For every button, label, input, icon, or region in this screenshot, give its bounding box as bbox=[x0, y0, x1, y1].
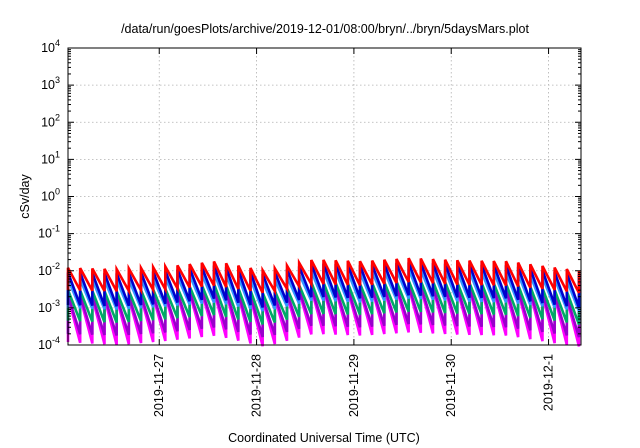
x-tick-label: 2019-12-1 bbox=[542, 354, 556, 411]
y-tick-label: 10-4 bbox=[38, 335, 60, 352]
y-tick-label: 103 bbox=[41, 75, 60, 92]
y-axis-label: cSv/day bbox=[18, 174, 32, 219]
y-tick-label: 10-2 bbox=[38, 261, 60, 278]
y-tick-label: 102 bbox=[41, 112, 60, 129]
x-axis-label: Coordinated Universal Time (UTC) bbox=[228, 431, 420, 445]
y-tick-label: 10-3 bbox=[38, 298, 60, 315]
x-tick-label: 2019-11-27 bbox=[152, 354, 166, 417]
x-tick-label: 2019-11-29 bbox=[347, 354, 361, 417]
x-tick-label: 2019-11-30 bbox=[444, 354, 458, 417]
x-axis: 2019-11-27 2019-11-28 2019-11-29 2019-11-30… bbox=[152, 48, 556, 417]
x-tick-label: 2019-11-28 bbox=[250, 354, 264, 417]
series-layer bbox=[66, 257, 581, 347]
y-tick-label: 104 bbox=[41, 38, 60, 55]
y-tick-label: 100 bbox=[41, 187, 60, 204]
y-axis: 10-4 10-3 10-2 10-1 100 101 102 103 104 bbox=[38, 38, 581, 352]
series bbox=[66, 257, 581, 296]
series-line bbox=[66, 257, 581, 296]
y-tick-label: 101 bbox=[41, 149, 60, 166]
y-tick-label: 10-1 bbox=[38, 224, 60, 241]
chart-title: /data/run/goesPlots/archive/2019-12-01/0… bbox=[121, 22, 529, 36]
